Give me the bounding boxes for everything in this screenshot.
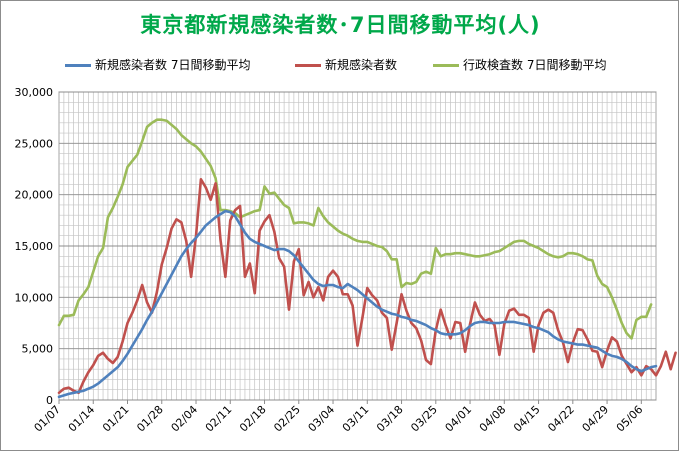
- y-tick-label: 15,000: [15, 240, 54, 253]
- x-tick-label: 02/25: [271, 403, 303, 435]
- legend-label-tests: 行政検査数 7日間移動平均: [463, 58, 607, 72]
- y-tick-label: 30,000: [15, 86, 54, 99]
- x-tick-label: 01/07: [32, 403, 64, 435]
- y-tick-label: 10,000: [15, 291, 54, 304]
- x-tick-label: 04/22: [545, 403, 577, 435]
- y-tick-label: 0: [46, 394, 53, 407]
- x-tick-label: 01/21: [100, 403, 132, 435]
- x-tick-label: 03/25: [408, 403, 440, 435]
- x-tick-label: 03/04: [306, 403, 338, 435]
- x-tick-label: 04/01: [443, 403, 475, 435]
- x-tick-label: 02/11: [203, 403, 235, 435]
- series-line-tests: [57, 118, 653, 340]
- y-tick-label: 25,000: [15, 137, 54, 150]
- legend-label-avg: 新規感染者数 7日間移動平均: [95, 58, 251, 72]
- x-tick-label: 02/04: [169, 403, 201, 435]
- chart-title: 東京都新規感染者数･7日間移動平均(人): [140, 13, 541, 37]
- legend-label-daily: 新規感染者数: [325, 58, 398, 72]
- y-tick-label: 20,000: [15, 189, 54, 202]
- x-tick-label: 01/28: [134, 403, 166, 435]
- x-tick-label: 02/18: [237, 403, 269, 435]
- x-tick-label: 04/08: [477, 403, 509, 435]
- x-tick-label: 03/11: [340, 403, 372, 435]
- x-tick-label: 04/29: [580, 403, 612, 435]
- series-line-avg: [57, 209, 658, 399]
- x-tick-label: 05/06: [614, 403, 646, 435]
- y-tick-label: 5,000: [22, 343, 54, 356]
- legend-swatch-avg: [65, 64, 91, 67]
- x-tick-label: 03/18: [374, 403, 406, 435]
- legend-swatch-daily: [295, 64, 321, 67]
- x-tick-label: 01/14: [66, 403, 98, 435]
- x-tick-label: 04/15: [511, 403, 543, 435]
- legend-swatch-tests: [433, 64, 459, 67]
